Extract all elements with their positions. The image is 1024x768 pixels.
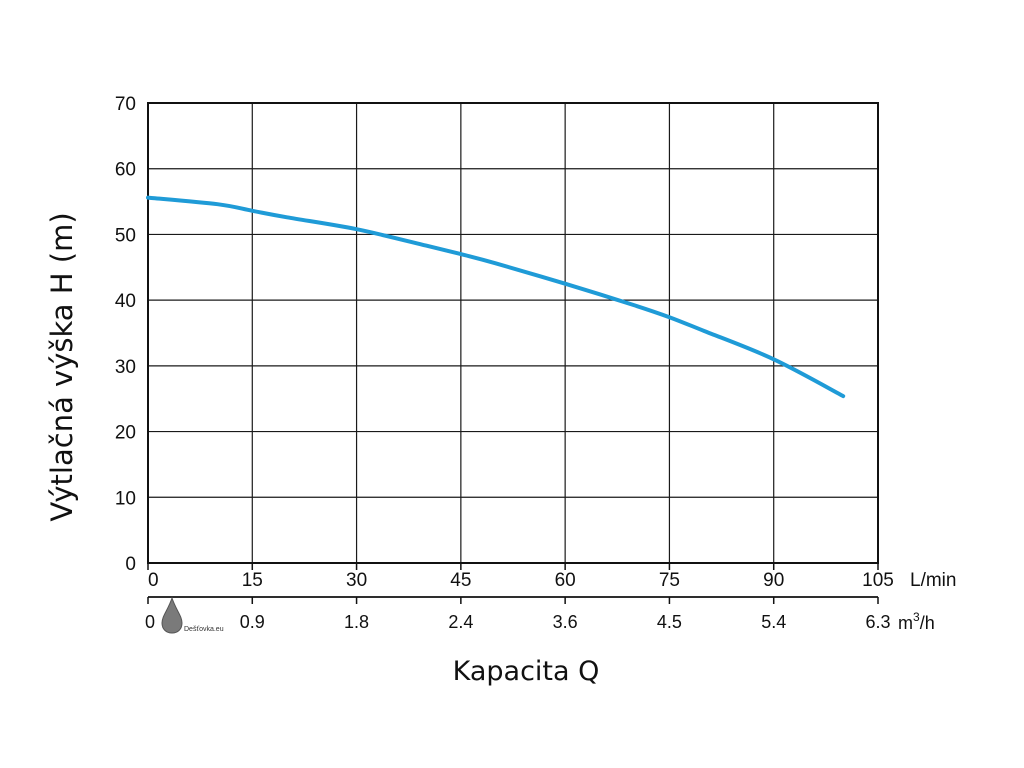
x-tick-label: 75 <box>659 570 680 591</box>
x-tick-label: 90 <box>763 570 784 591</box>
x-tick-label: 15 <box>242 570 263 591</box>
x2-tick-label: 0.9 <box>240 612 265 632</box>
x-axis-title: Kapacita Q <box>453 656 600 687</box>
x-tick-label: 45 <box>450 570 471 591</box>
y-axis-title: Výtlačná výška H (m) <box>45 212 79 521</box>
y-tick-label: 30 <box>115 357 136 378</box>
x2-tick-label: 4.5 <box>657 612 682 632</box>
x2-tick-label: 3.6 <box>553 612 578 632</box>
x2-tick-label: 1.8 <box>344 612 369 632</box>
series-line <box>146 195 846 399</box>
y-tick-label: 20 <box>115 423 136 444</box>
secondary-axis: 0 0.9 1.8 2.4 3.6 4.5 5.4 6.3 <box>145 596 891 632</box>
x2-tick-label: 5.4 <box>761 612 786 632</box>
x-tick-labels-lmin: 0 15 30 45 60 75 90 105 <box>148 570 894 591</box>
drop-icon <box>161 596 183 634</box>
grid <box>147 102 879 570</box>
x2-tick-label: 6.3 <box>865 612 890 632</box>
y-tick-label: 10 <box>115 488 136 509</box>
x-unit-label: L/min <box>910 570 956 591</box>
y-tick-label: 60 <box>115 160 136 181</box>
y-tick-label: 40 <box>115 291 136 312</box>
y-tick-label: 0 <box>125 554 136 575</box>
y-tick-label: 70 <box>115 94 136 115</box>
watermark: Dešťovka.eu <box>161 596 224 634</box>
x-tick-label: 60 <box>555 570 576 591</box>
x-tick-label: 105 <box>862 570 894 591</box>
x-tick-label: 0 <box>148 570 159 591</box>
x2-unit-label: m3/h <box>898 610 935 633</box>
x-tick-label: 30 <box>346 570 367 591</box>
y-tick-labels: 0 10 20 30 40 50 60 70 <box>115 94 136 575</box>
watermark-text: Dešťovka.eu <box>184 626 224 633</box>
x2-tick-label: 0 <box>145 612 155 632</box>
x2-tick-label: 2.4 <box>448 612 473 632</box>
plot-frame <box>147 102 879 564</box>
y-tick-label: 50 <box>115 225 136 246</box>
